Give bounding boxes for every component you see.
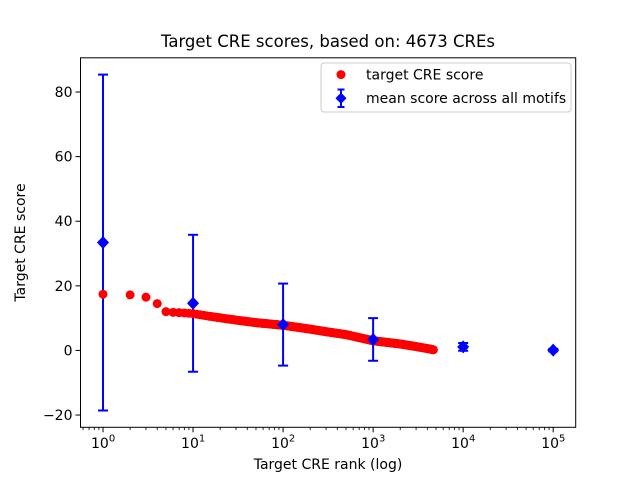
y-tick-label: 60 — [55, 150, 73, 166]
target-score-point — [98, 289, 108, 299]
target-score-point — [428, 345, 438, 355]
target-score-series — [98, 289, 438, 355]
x-axis-label: Target CRE rank (log) — [253, 457, 403, 473]
x-tick-label: 103 — [361, 434, 385, 453]
chart-title: Target CRE scores, based on: 4673 CREs — [160, 32, 495, 51]
mean-score-errorbars — [98, 73, 559, 412]
target-score-point — [141, 292, 151, 302]
y-tick-label: 80 — [55, 85, 73, 101]
x-tick-label: 104 — [451, 434, 475, 453]
x-tick-label: 105 — [541, 434, 565, 453]
legend: target CRE score mean score across all m… — [320, 62, 572, 113]
legend-border — [320, 62, 572, 113]
mean-score-point — [457, 340, 470, 354]
target-score-point — [125, 290, 135, 300]
x-tick-label: 101 — [181, 434, 205, 453]
mean-score-point — [547, 343, 560, 357]
legend-entry-target-score: target CRE score — [366, 68, 483, 84]
y-tick-label: 0 — [64, 343, 73, 359]
legend-marker-target-score-icon — [336, 70, 346, 80]
x-tick-label: 102 — [271, 434, 295, 453]
y-tick-label: 20 — [55, 279, 73, 295]
mean-score-point — [97, 236, 110, 250]
mean-score-point — [277, 318, 290, 332]
mean-score-markers — [97, 236, 560, 357]
legend-marker-mean-score-icon — [335, 88, 347, 108]
legend-entry-mean-score: mean score across all motifs — [366, 91, 566, 107]
plot-area: 100 101 102 103 104 105 −20 0 20 40 60 80 — [43, 57, 577, 453]
target-score-point — [161, 307, 171, 317]
plot-border — [80, 57, 577, 428]
x-tick-label: 100 — [91, 434, 115, 453]
target-score-point — [152, 299, 162, 309]
y-tick-label: −20 — [43, 408, 73, 424]
y-axis-label: Target CRE score — [13, 183, 29, 302]
mean-score-point — [187, 296, 200, 310]
y-tick-label: 40 — [55, 214, 73, 230]
mean-score-point — [367, 332, 380, 346]
